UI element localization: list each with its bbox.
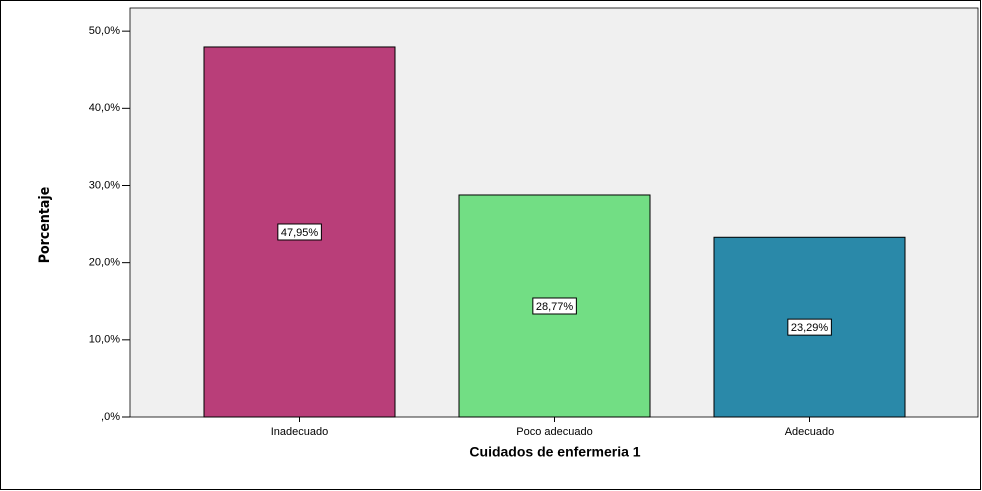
y-tick-label: 20,0% — [89, 257, 120, 269]
y-tick-label: 30,0% — [89, 179, 120, 191]
y-tick-label: ,0% — [101, 411, 120, 423]
value-label: 23,29% — [791, 322, 829, 334]
value-label: 28,77% — [536, 301, 574, 313]
y-tick-label: 40,0% — [89, 102, 120, 114]
x-axis-label: Cuidados de enfermeria 1 — [469, 444, 640, 460]
y-tick-label: 50,0% — [89, 25, 120, 37]
x-tick-label: Adecuado — [785, 426, 835, 438]
value-label-box — [532, 297, 577, 315]
value-label-box — [277, 223, 322, 241]
x-tick-label: Poco adecuado — [516, 426, 592, 438]
value-label: 47,95% — [281, 227, 319, 239]
x-tick-label: Inadecuado — [271, 426, 329, 438]
value-label-box — [787, 318, 832, 336]
y-tick-label: 10,0% — [89, 334, 120, 346]
y-axis-label: Porcentaje — [37, 187, 53, 263]
